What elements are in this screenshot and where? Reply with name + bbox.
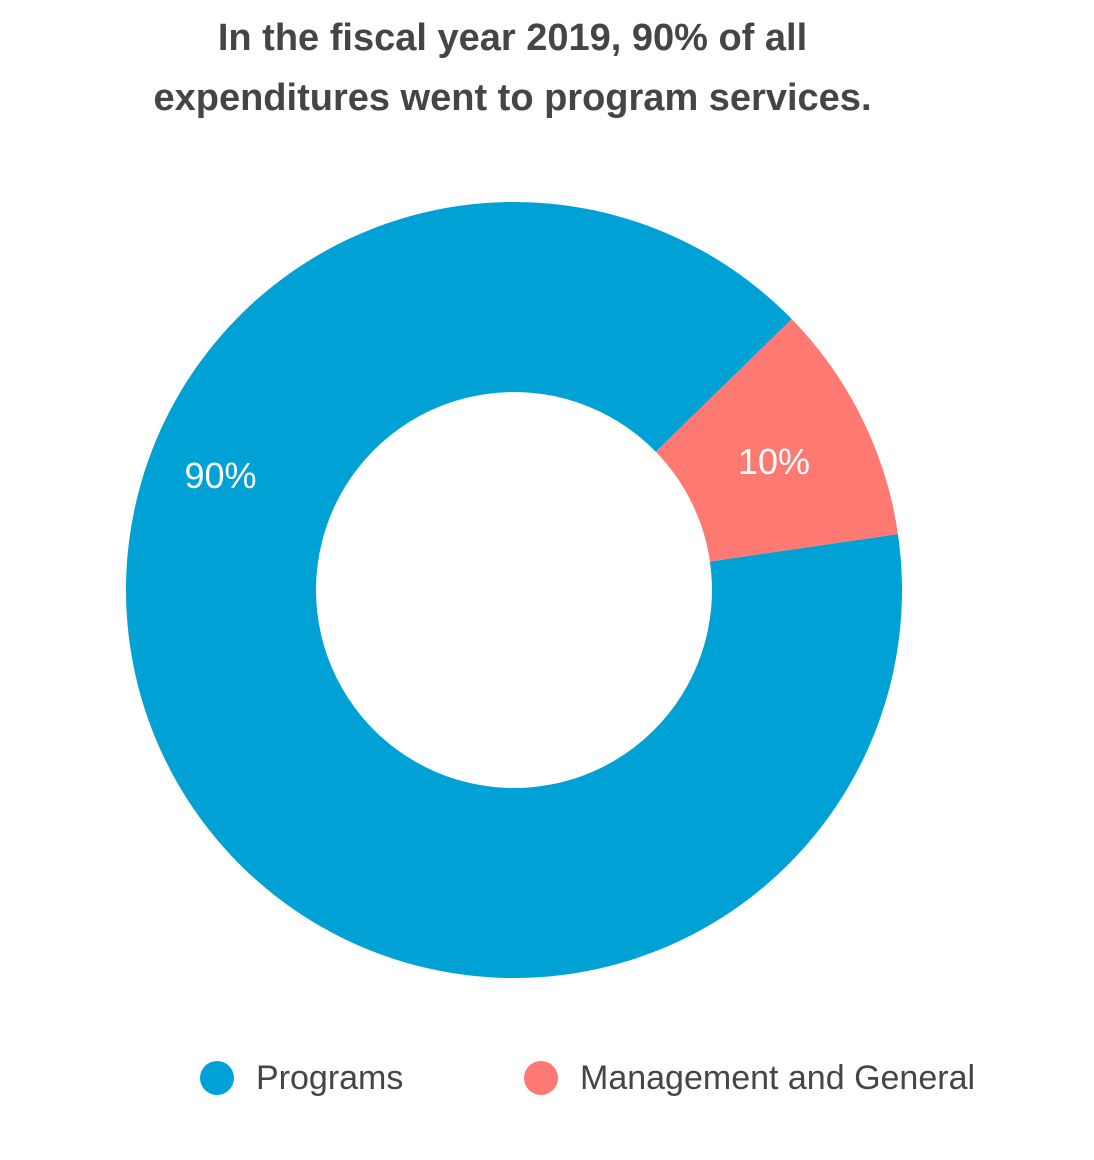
donut-chart: 90% 10% [125,202,902,978]
legend-swatch-management-and-general [524,1061,558,1095]
chart-title: In the fiscal year 2019, 90% of all expe… [153,17,872,119]
slice-management-and-general[interactable] [655,319,898,562]
legend-item-programs[interactable]: Programs [200,1055,403,1101]
slice-label-programs: 90% [184,455,256,496]
legend-item-management-and-general[interactable]: Management and General [524,1055,975,1101]
legend: Programs Management and General [0,1055,1094,1101]
legend-swatch-programs [200,1061,234,1095]
slice-programs[interactable] [125,202,902,978]
legend-label-programs: Programs [256,1058,404,1097]
legend-label-management-and-general: Management and General [580,1058,976,1097]
slice-label-management-and-general: 10% [738,441,810,482]
